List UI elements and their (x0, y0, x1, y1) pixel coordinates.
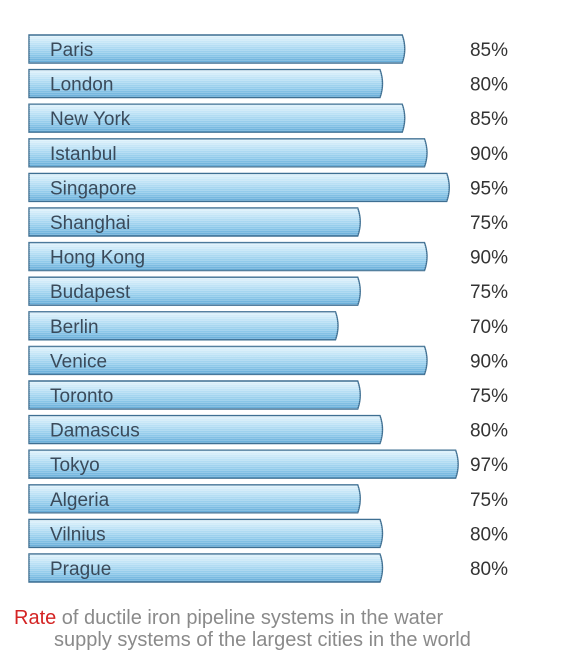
value-label: 80% (470, 421, 508, 442)
caption-line1: of ductile iron pipeline systems in the … (56, 607, 444, 629)
bar-row: Berlin 70% (28, 311, 508, 341)
category-label: Prague (50, 559, 111, 580)
bar-texture (29, 208, 361, 236)
value-label: 85% (470, 109, 508, 130)
bar-row: Prague 80% (28, 553, 508, 583)
bar-texture (29, 346, 427, 375)
caption-accent-word: Rate (14, 607, 57, 629)
category-label: Toronto (50, 386, 113, 407)
bar-texture (29, 138, 427, 167)
category-label: Tokyo (50, 455, 100, 476)
caption-line2: supply systems of the largest cities in … (54, 629, 471, 651)
bars-layer: Paris 85% London 80% New York 85% Istanbul 90% S… (28, 34, 508, 583)
bar-row: Damascus 80% (28, 414, 508, 445)
category-label: Vilnius (50, 524, 106, 545)
value-label: 95% (470, 178, 508, 199)
category-label: Istanbul (50, 144, 117, 165)
value-label: 75% (470, 386, 508, 407)
bar-row: Paris 85% (28, 34, 508, 64)
category-label: Damascus (50, 421, 140, 442)
bar-row: Venice 90% (28, 345, 508, 376)
bar-texture (29, 311, 338, 340)
value-label: 75% (470, 490, 508, 511)
value-label: 70% (470, 317, 508, 338)
category-label: Budapest (50, 282, 131, 303)
bar-row: Budapest 75% (28, 276, 508, 306)
bar-row: New York 85% (28, 103, 508, 133)
value-label: 80% (470, 524, 508, 545)
category-label: London (50, 75, 113, 96)
bar-row: Algeria 75% (28, 484, 508, 514)
bar-texture (29, 69, 383, 98)
bar-texture (29, 519, 383, 548)
bar-row: Toronto 75% (28, 380, 508, 410)
category-label: Shanghai (50, 213, 130, 234)
bar-texture (29, 554, 383, 582)
bar-texture (29, 381, 361, 409)
value-label: 75% (470, 282, 508, 303)
value-label: 85% (470, 40, 508, 61)
bar-row: Singapore 95% (28, 172, 508, 203)
bar-row: London 80% (28, 68, 508, 99)
value-label: 80% (470, 559, 508, 580)
value-label: 97% (470, 455, 508, 476)
bar-row: Tokyo 97% (28, 449, 508, 479)
value-label: 90% (470, 351, 508, 372)
bar-texture (29, 415, 383, 444)
bar-texture (29, 104, 405, 133)
value-label: 90% (470, 248, 508, 269)
category-label: Hong Kong (50, 248, 145, 269)
category-label: New York (50, 109, 131, 130)
bar-chart: Paris 85% London 80% New York 85% Istanbul 90% S… (28, 34, 508, 583)
bar-texture (29, 242, 427, 271)
category-label: Algeria (50, 490, 110, 511)
category-label: Singapore (50, 178, 137, 199)
bar-row: Istanbul 90% (28, 138, 508, 168)
category-label: Berlin (50, 317, 99, 338)
chart-caption: Rate of ductile iron pipeline systems in… (14, 607, 554, 651)
bar-texture (29, 450, 459, 479)
value-label: 75% (470, 213, 508, 234)
bar-row: Hong Kong 90% (28, 241, 508, 272)
bar-texture (29, 173, 450, 202)
value-label: 80% (470, 75, 508, 96)
category-label: Paris (50, 40, 93, 61)
bar-texture (29, 277, 361, 306)
category-label: Venice (50, 351, 107, 372)
bar-texture (29, 35, 405, 63)
bar-row: Shanghai 75% (28, 207, 508, 237)
value-label: 90% (470, 144, 508, 165)
bar-texture (29, 484, 361, 513)
bar-row: Vilnius 80% (28, 518, 508, 549)
